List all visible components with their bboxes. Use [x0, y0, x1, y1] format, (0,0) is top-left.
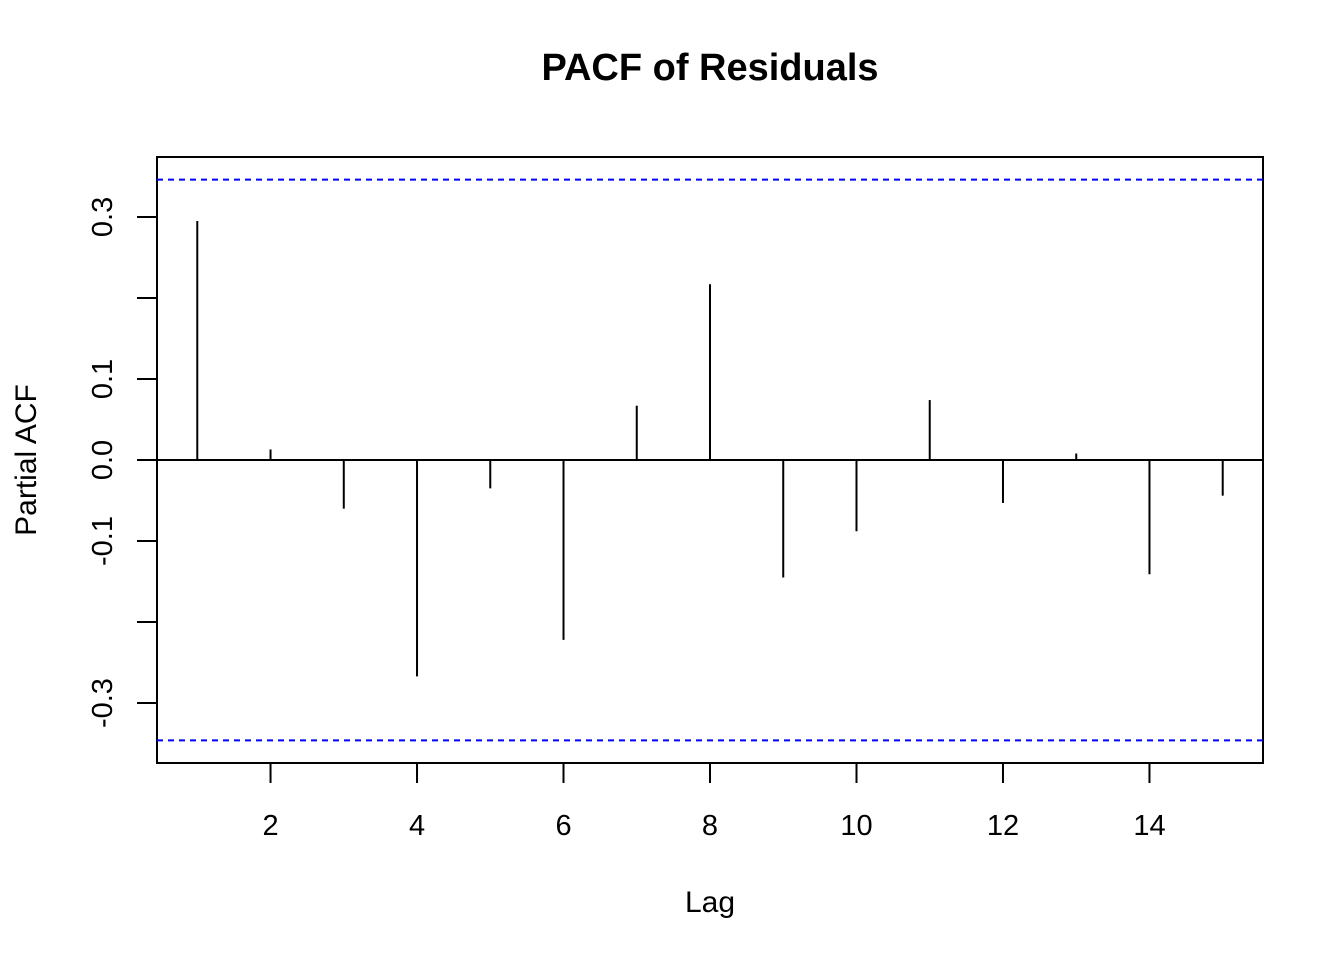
y-tick-label: 0.0 — [87, 440, 119, 480]
x-tick-label: 14 — [1133, 810, 1165, 842]
confidence-bounds — [157, 178, 1263, 742]
x-tick-label: 6 — [555, 810, 571, 842]
y-axis: -0.3 -0.1 0.0 0.1 0.3 — [87, 197, 157, 728]
x-tick-label: 2 — [262, 810, 278, 842]
y-axis-label: Partial ACF — [10, 384, 43, 536]
x-axis-label: Lag — [685, 886, 735, 919]
x-tick-label: 10 — [840, 810, 872, 842]
y-tick-label: 0.3 — [87, 197, 119, 237]
x-tick-label: 12 — [987, 810, 1019, 842]
chart-title: PACF of Residuals — [541, 47, 878, 89]
y-tick-label: 0.1 — [87, 359, 119, 399]
x-axis: 2 4 6 8 10 12 14 — [262, 763, 1166, 842]
x-tick-label: 4 — [409, 810, 425, 842]
x-tick-label: 8 — [702, 810, 718, 842]
y-tick-label: -0.1 — [87, 516, 119, 566]
y-tick-label: -0.3 — [87, 678, 119, 728]
pacf-bars — [196, 221, 1224, 677]
